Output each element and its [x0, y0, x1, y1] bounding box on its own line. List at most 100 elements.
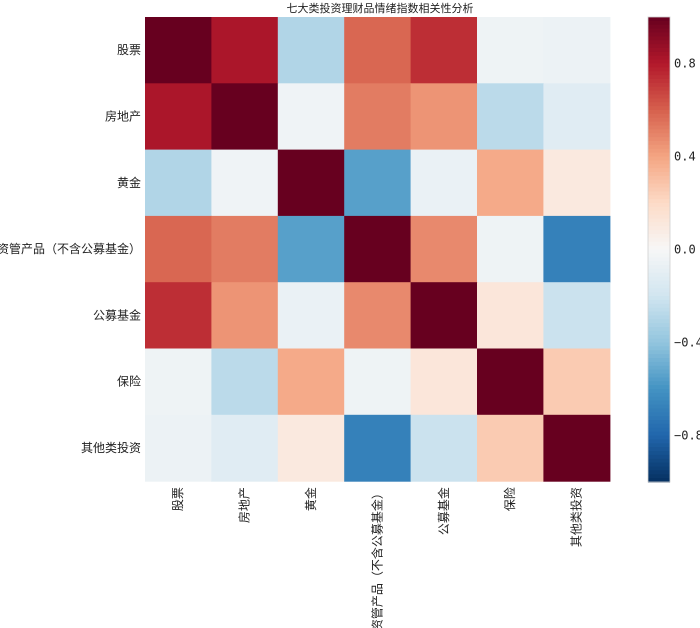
- colorbar-segment: [648, 299, 670, 305]
- colorbar-segment: [648, 32, 670, 37]
- colorbar-segment: [648, 265, 670, 270]
- column-label: 房地产: [237, 487, 252, 523]
- colorbar-segment: [648, 284, 670, 289]
- colorbar-segment: [648, 48, 670, 53]
- row-label: 黄金: [117, 175, 141, 190]
- colorbar-segment: [648, 361, 670, 367]
- colorbar-segment: [648, 218, 670, 223]
- colorbar-segment: [648, 474, 670, 479]
- colorbar-segment: [648, 106, 670, 111]
- heatmap-cell: [543, 149, 611, 217]
- heatmap-cell: [277, 414, 345, 482]
- heatmap-cell: [145, 83, 212, 151]
- heatmap-cell: [145, 348, 212, 416]
- heatmap-cell: [211, 414, 279, 482]
- colorbar-segment: [648, 358, 670, 363]
- colorbar-segment: [648, 86, 670, 92]
- heatmap-cell: [477, 348, 544, 416]
- colorbar-segment: [648, 454, 670, 460]
- colorbar-segment: [648, 261, 670, 266]
- colorbar-segment: [648, 462, 670, 468]
- colorbar-segment: [648, 191, 670, 196]
- colorbar-segment: [648, 338, 670, 344]
- colorbar-segment: [648, 195, 670, 200]
- heatmap-cell: [277, 282, 345, 350]
- heatmap-cell: [410, 215, 478, 283]
- column-label: 其他类投资: [569, 487, 584, 547]
- colorbar-segment: [648, 373, 670, 378]
- colorbar-segment: [648, 276, 670, 282]
- colorbar-segment: [648, 36, 670, 41]
- colorbar-segment: [648, 334, 670, 340]
- colorbar-segment: [648, 420, 670, 425]
- heatmap-cell: [277, 149, 345, 217]
- column-labels: 股票 房地产 黄金 资管产品（不含公募基金） 公募基金 保险 其他类投资: [171, 487, 583, 628]
- heatmap-cell: [410, 83, 478, 151]
- heatmap-cell: [211, 282, 279, 350]
- colorbar-segment: [648, 253, 670, 258]
- colorbar-segment: [648, 203, 670, 208]
- colorbar-segment: [648, 400, 670, 406]
- colorbar: 0.8 0.4 0.0 −0.4 −0.8: [647, 16, 700, 483]
- colorbar-segment: [648, 137, 670, 142]
- colorbar-segment: [648, 230, 670, 235]
- heatmap-cell: [344, 414, 412, 482]
- heatmap-cell: [211, 149, 279, 217]
- colorbar-tick-label: −0.4: [674, 336, 700, 350]
- colorbar-segment: [648, 268, 670, 274]
- colorbar-tick-label: 0.8: [674, 57, 696, 71]
- heatmap-cell: [344, 215, 412, 283]
- heatmap-cell: [410, 414, 478, 482]
- colorbar-segment: [648, 175, 670, 181]
- colorbar-segment: [648, 20, 670, 26]
- colorbar-segment: [648, 346, 670, 351]
- colorbar-segment: [648, 354, 670, 359]
- column-label: 资管产品（不含公募基金）: [369, 487, 384, 628]
- heatmap-cell: [145, 17, 212, 84]
- heatmap-cell: [410, 348, 478, 416]
- colorbar-segment: [648, 327, 670, 332]
- colorbar-segment: [648, 59, 670, 65]
- colorbar-segment: [648, 75, 670, 80]
- colorbar-segment: [648, 377, 670, 382]
- colorbar-segment: [648, 451, 670, 456]
- colorbar-segment: [648, 110, 670, 115]
- colorbar-segment: [648, 152, 670, 158]
- heatmap-cell: [410, 149, 478, 217]
- colorbar-segment: [648, 148, 670, 154]
- colorbar-segment: [648, 102, 670, 107]
- heatmap-cell: [277, 348, 345, 416]
- colorbar-segment: [648, 55, 670, 61]
- colorbar-segment: [648, 121, 670, 127]
- colorbar-segment: [648, 431, 670, 437]
- colorbar-segment: [648, 319, 670, 324]
- colorbar-segment: [648, 311, 670, 316]
- colorbar-segment: [648, 17, 670, 22]
- colorbar-tick-label: 0.0: [674, 243, 696, 257]
- heatmap-cell: [543, 348, 611, 416]
- colorbar-segment: [648, 439, 670, 444]
- colorbar-segment: [648, 51, 670, 57]
- chart-title: 七大类投资理财品情绪指数相关性分析: [287, 1, 474, 15]
- colorbar-segment: [648, 71, 670, 76]
- colorbar-segment: [648, 478, 670, 483]
- colorbar-segment: [648, 342, 670, 347]
- colorbar-segment: [648, 168, 670, 173]
- colorbar-segment: [648, 129, 670, 134]
- colorbar-segment: [648, 44, 670, 49]
- colorbar-segment: [648, 385, 670, 390]
- colorbar-segment: [648, 365, 670, 371]
- colorbar-segment: [648, 67, 670, 72]
- heatmap-cell: [543, 282, 611, 350]
- colorbar-segment: [648, 63, 670, 68]
- column-label: 黄金: [303, 487, 318, 511]
- colorbar-segment: [648, 292, 670, 297]
- colorbar-segment: [648, 280, 670, 285]
- row-label: 保险: [117, 374, 141, 389]
- colorbar-segment: [648, 222, 670, 227]
- heatmap-cell: [477, 282, 544, 350]
- colorbar-segment: [648, 206, 670, 212]
- heatmap-cell: [277, 83, 345, 151]
- row-label: 资管产品（不含公募基金）: [0, 241, 141, 256]
- colorbar-segment: [648, 133, 670, 138]
